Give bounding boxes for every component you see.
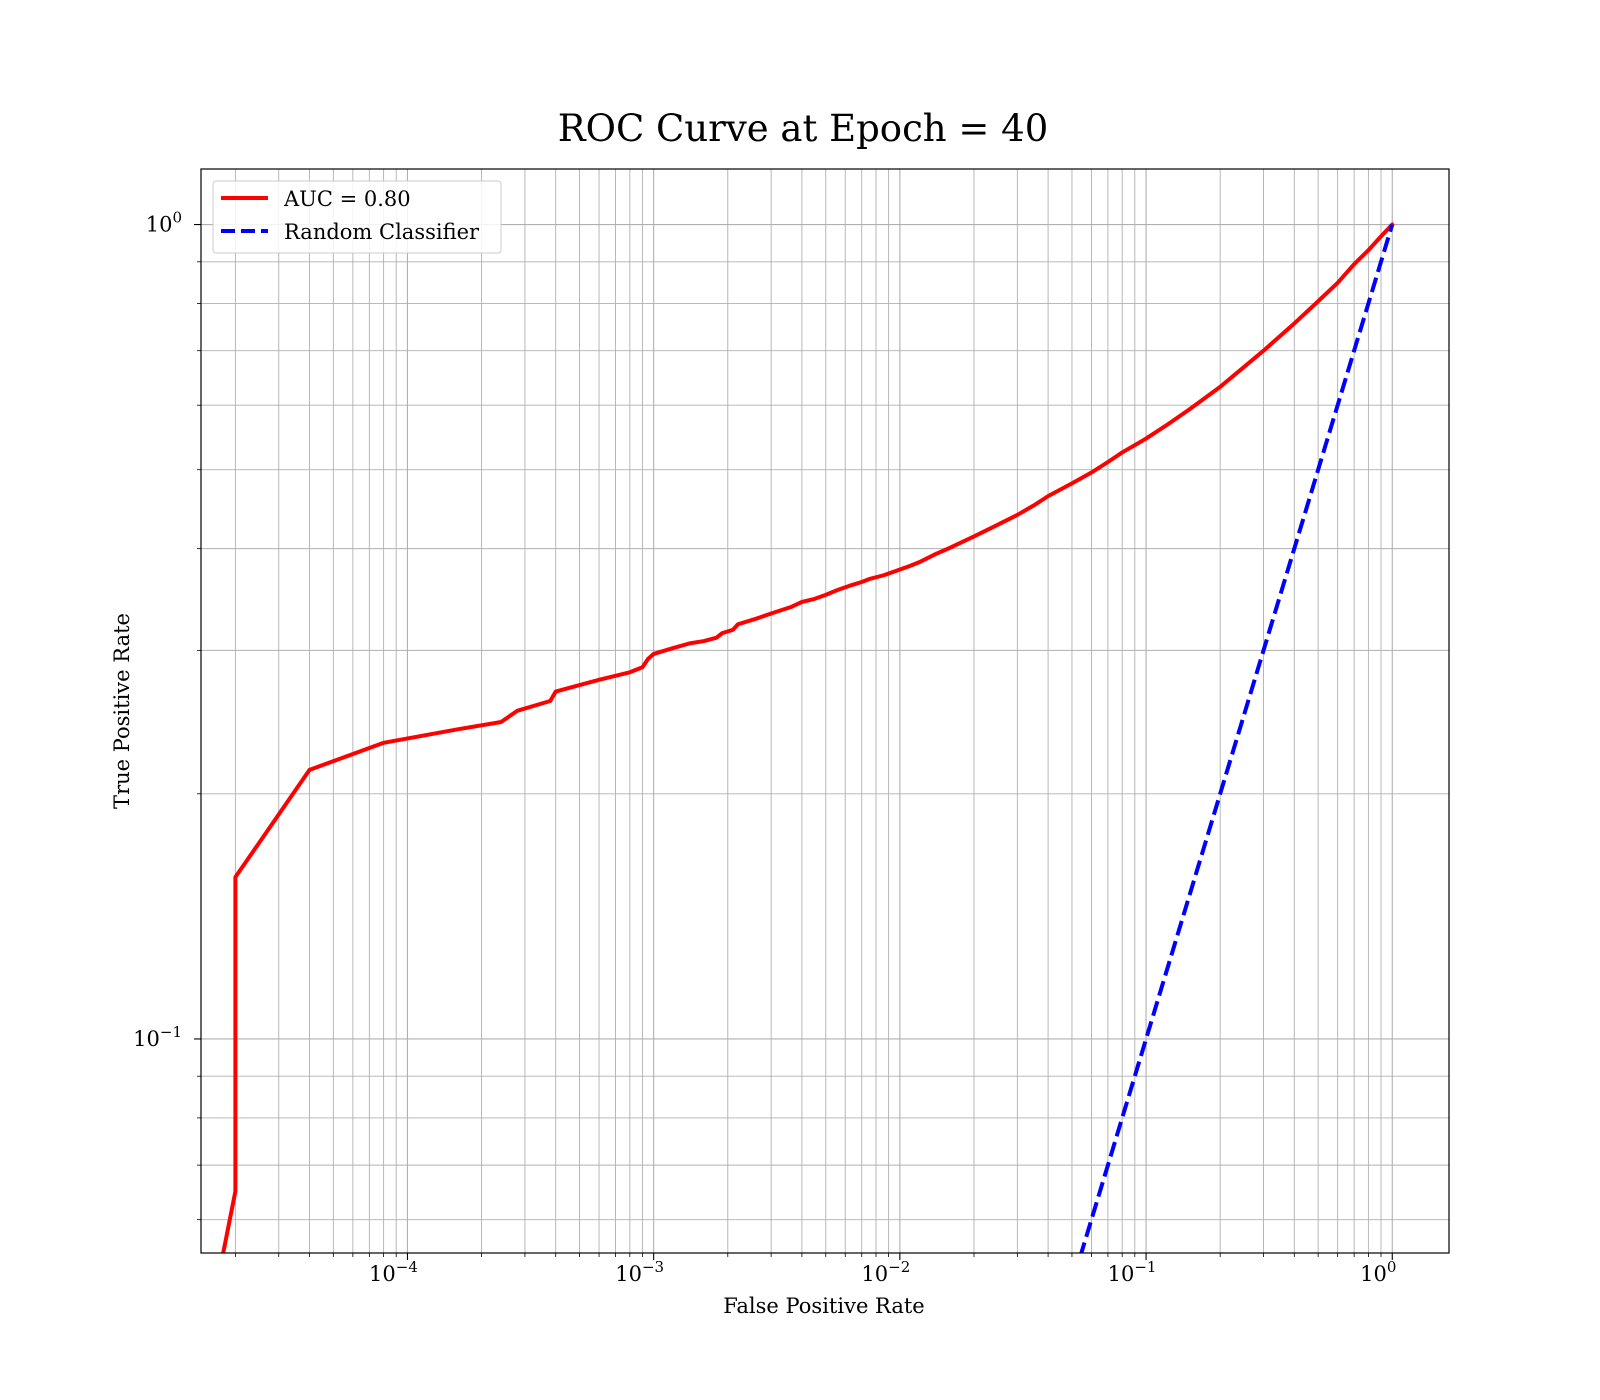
y-axis-label: True Positive Rate (110, 613, 134, 809)
plot-background (201, 169, 1449, 1253)
y-tick-label: 100 (146, 209, 182, 237)
x-tick-labels: 10−4 10−3 10−2 10−1 100 (369, 1258, 1396, 1286)
x-axis-label: False Positive Rate (723, 1294, 924, 1318)
legend: AUC = 0.80 Random Classifier (212, 180, 502, 254)
y-tick-labels: 10−1 100 (133, 209, 182, 1051)
y-tick-label: 10−1 (133, 1023, 182, 1051)
chart-title: ROC Curve at Epoch = 40 (558, 107, 1048, 150)
x-tick-label: 10−1 (1108, 1258, 1157, 1286)
legend-label-auc: AUC = 0.80 (283, 187, 411, 211)
x-tick-label: 10−4 (369, 1258, 418, 1286)
random-classifier-line (1079, 223, 1395, 1253)
x-tick-label: 10−3 (615, 1258, 664, 1286)
plot-area (201, 169, 1449, 1253)
series-layer (221, 222, 1395, 1253)
legend-label-random: Random Classifier (284, 220, 480, 244)
plot-frame (200, 168, 1450, 1254)
ticks-layer (194, 223, 1393, 1260)
legend-box (212, 180, 502, 254)
x-tick-label: 10−2 (861, 1258, 910, 1286)
roc-curve-line (221, 222, 1395, 1253)
x-tick-label: 100 (1360, 1258, 1396, 1286)
